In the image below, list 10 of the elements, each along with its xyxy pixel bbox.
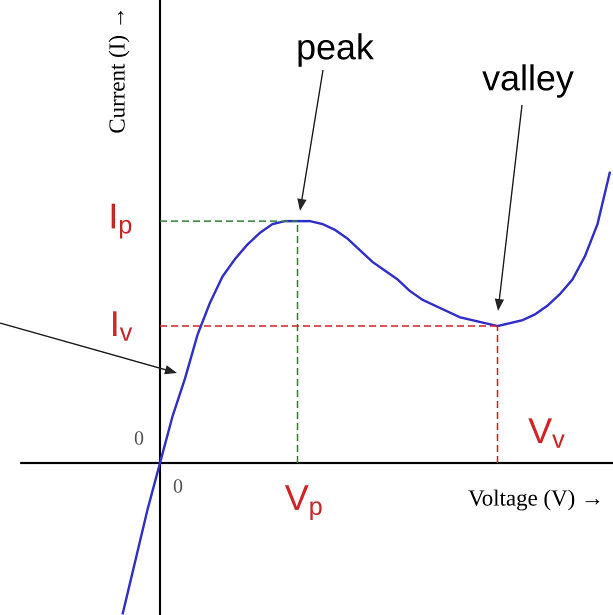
- annotation: V$_{v}$: [528, 418, 565, 448]
- y-axis-title: Current (I) →: [108, 11, 130, 133]
- annotation: 0: [174, 479, 182, 493]
- text: valley: [482, 64, 574, 98]
- text: peak: [298, 33, 374, 67]
- x-axis-title: Voltage (V) →: [468, 490, 600, 510]
- ref-line-label: I$_{p}$: [112, 204, 132, 239]
- annotation: V$_{p}$: [284, 485, 322, 520]
- annotation: 0: [134, 431, 144, 445]
- ref-line-label: I$_{v}$: [113, 311, 132, 341]
